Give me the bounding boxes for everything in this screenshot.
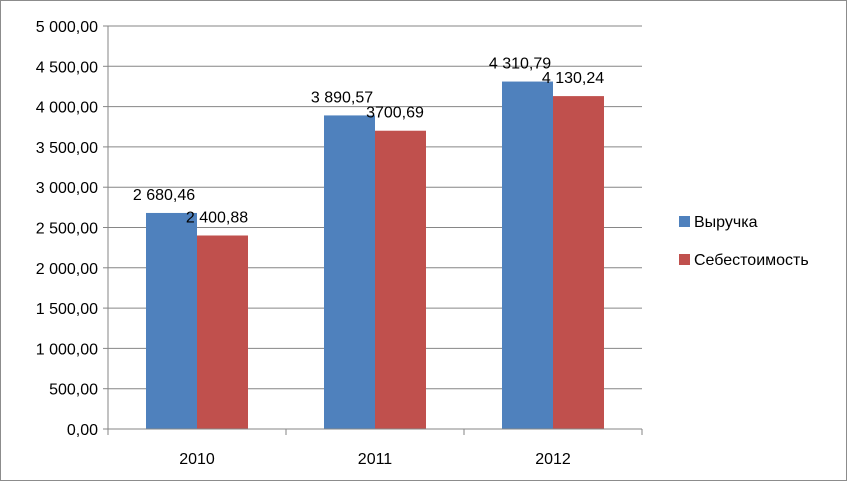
data-label: 3 890,57 (311, 89, 373, 106)
y-tick-label: 5 000,00 (36, 19, 98, 36)
y-tick-label: 2 500,00 (36, 221, 98, 238)
x-tick-label: 2012 (535, 451, 571, 468)
bar-sebestoimost-2011 (375, 130, 426, 430)
data-label: 4 310,79 (489, 56, 551, 73)
data-label: 2 400,88 (186, 209, 248, 226)
y-tick-label: 2 000,00 (36, 261, 98, 278)
legend: Выручка Себестоимость (679, 214, 809, 269)
y-tick-label: 4 500,00 (36, 59, 98, 76)
y-tick-label: 1 000,00 (36, 341, 98, 358)
y-axis-tick-labels: 0,00 500,00 1 000,00 1 500,00 2 000,00 2 500,… (36, 19, 98, 439)
y-tick-label: 500,00 (49, 382, 98, 399)
y-tick-label: 0,00 (67, 422, 98, 439)
bar-vyruchka-2012 (502, 81, 553, 429)
y-tick-label: 1 500,00 (36, 301, 98, 318)
bar-vyruchka-2011 (324, 115, 375, 430)
axes (103, 26, 643, 435)
y-tick-label: 3 500,00 (36, 140, 98, 157)
x-tick-label: 2010 (179, 451, 215, 468)
data-label: 2 680,46 (133, 187, 195, 204)
legend-swatch (679, 216, 690, 227)
y-tick-label: 3 000,00 (36, 180, 98, 197)
x-tick-label: 2011 (358, 451, 393, 468)
bar-sebestoimost-2012 (553, 96, 604, 429)
bar-vyruchka-2010 (146, 212, 197, 429)
data-label: 4 130,24 (542, 70, 604, 87)
x-axis-tick-labels: 2010 2011 2012 (179, 451, 571, 468)
legend-label: Себестоимость (694, 252, 809, 269)
y-tick-label: 4 000,00 (36, 100, 98, 117)
legend-swatch (679, 254, 690, 265)
bars (146, 81, 604, 430)
data-label: 3700,69 (366, 105, 424, 122)
bar-sebestoimost-2010 (197, 235, 248, 429)
legend-label: Выручка (694, 214, 758, 231)
